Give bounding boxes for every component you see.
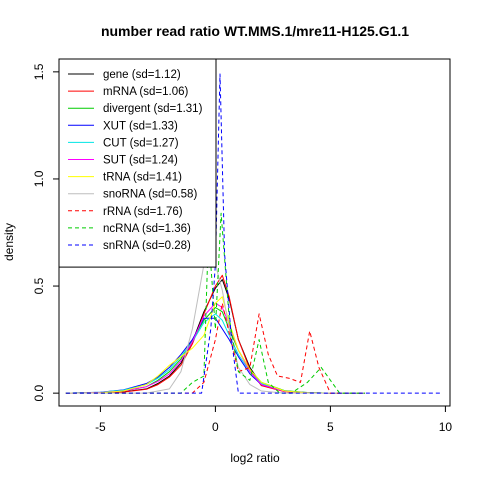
series-line — [65, 212, 365, 394]
x-axis: -5 0 5 10 — [95, 405, 453, 434]
y-tick-label: 0.0 — [32, 384, 46, 401]
chart-title: number read ratio WT.MMS.1/mre11-H125.G1… — [101, 23, 409, 39]
y-tick-label: 1.5 — [32, 63, 46, 80]
legend-label: gene (sd=1.12) — [103, 69, 181, 81]
series-line — [65, 302, 365, 394]
legend-label: snRNA (sd=0.28) — [103, 240, 191, 252]
legend-label: CUT (sd=1.27) — [103, 137, 179, 149]
y-axis-label: density — [2, 223, 16, 261]
legend-label: XUT (sd=1.33) — [103, 120, 178, 132]
x-tick-label: -5 — [95, 420, 106, 434]
series-lines — [65, 73, 441, 394]
legend-label: mRNA (sd=1.06) — [103, 86, 188, 98]
series-line — [65, 73, 441, 394]
legend-label: ncRNA (sd=1.36) — [103, 223, 191, 235]
x-tick-label: 5 — [327, 420, 334, 434]
x-axis-label: log2 ratio — [230, 451, 280, 465]
x-tick-label: 0 — [212, 420, 219, 434]
legend-label: divergent (sd=1.31) — [103, 103, 203, 115]
legend: gene (sd=1.12) mRNA (sd=1.06) divergent (s… — [58, 58, 217, 268]
series-line — [65, 296, 365, 394]
legend-box — [58, 58, 217, 268]
legend-label: rRNA (sd=1.76) — [103, 206, 183, 218]
legend-label: snoRNA (sd=0.58) — [103, 189, 197, 201]
y-tick-label: 0.5 — [32, 277, 46, 294]
legend-label: SUT (sd=1.24) — [103, 155, 178, 167]
y-tick-label: 1.0 — [32, 170, 46, 187]
x-tick-label: 10 — [439, 420, 453, 434]
legend-label: tRNA (sd=1.41) — [103, 172, 182, 184]
